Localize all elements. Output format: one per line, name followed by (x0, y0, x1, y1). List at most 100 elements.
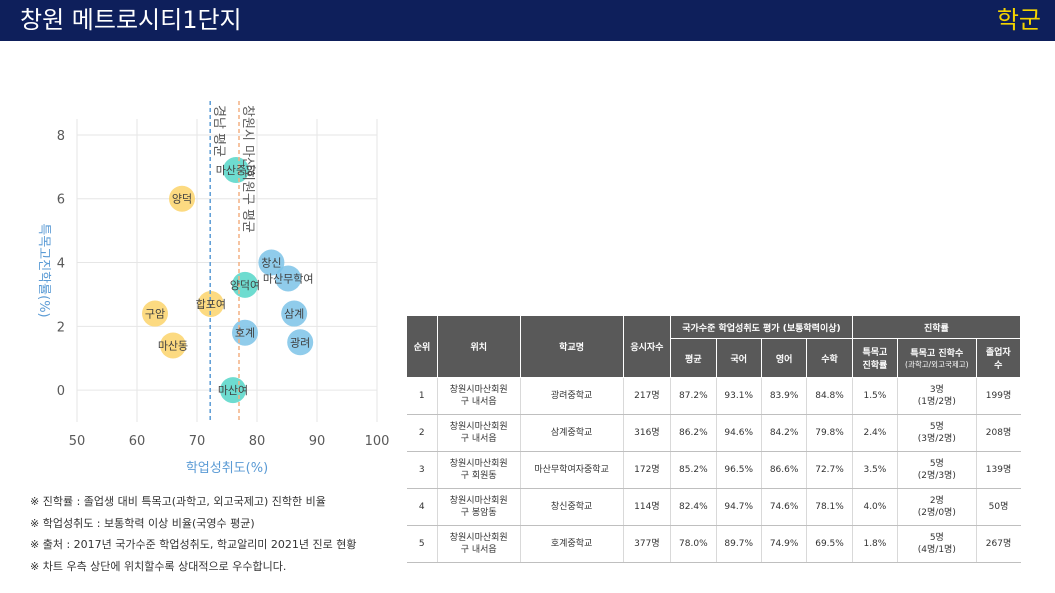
cell-math: 72.7% (806, 451, 853, 489)
cell-location: 창원시마산회원 구 내서읍 (436, 377, 520, 415)
scatter-chart: 50 60 70 80 90 100 0 2 4 6 8 학업성취도(%) 특목고진학률(%) 경남 평균… (36, 101, 390, 476)
cell-school: 마산무학여자중학교 (519, 451, 624, 489)
y-tick-label: 8 (57, 129, 65, 144)
x-tick-label: 60 (129, 434, 146, 449)
cell-avg: 85.2% (670, 451, 717, 489)
cell-graduates: 208명 (975, 414, 1021, 452)
cell-examinees: 316명 (622, 414, 671, 452)
header-advance-group: 진학률 (851, 315, 1022, 339)
header-math: 수학 (806, 338, 853, 378)
cell-special-count: 5명 (4명/1명) (897, 525, 977, 563)
reference-line-label: 경남 평균 (211, 105, 226, 157)
cell-rank: 5 (406, 525, 438, 563)
header-korean: 국어 (715, 338, 762, 378)
cell-examinees: 172명 (622, 451, 671, 489)
cell-location: 창원시마산회원 구 봉암동 (436, 488, 520, 526)
cell-graduates: 50명 (975, 488, 1021, 526)
cell-korean: 93.1% (715, 377, 762, 415)
cell-korean: 96.5% (715, 451, 762, 489)
x-tick-label: 100 (365, 434, 390, 449)
cell-examinees: 377명 (622, 525, 671, 563)
header-rank: 순위 (406, 315, 438, 378)
cell-avg: 82.4% (670, 488, 717, 526)
data-point (287, 329, 314, 356)
data-label: 양덕 (172, 193, 192, 206)
y-tick-label: 2 (57, 320, 65, 335)
data-label: 창신 (261, 257, 281, 270)
data-point (258, 249, 285, 276)
data-point (160, 332, 186, 359)
header-special-count: 특목고 진학수 (과학고/외고국제고) (897, 338, 977, 378)
cell-special-rate: 1.8% (851, 525, 898, 563)
cell-special-count: 2명 (2명/0명) (897, 488, 977, 526)
cell-math: 78.1% (806, 488, 853, 526)
cell-examinees: 114명 (622, 488, 671, 526)
header-achievement-group: 국가수준 학업성취도 평가 (보통학력이상) (670, 315, 853, 339)
cell-rank: 3 (406, 451, 438, 489)
data-label: 호계 (235, 327, 255, 340)
footnote: ※ 출처 : 2017년 국가수준 학업성취도, 학교알리미 2021년 진로 … (30, 538, 357, 551)
cell-special-rate: 3.5% (851, 451, 898, 489)
cell-korean: 94.6% (715, 414, 762, 452)
header-special-rate: 특목고 진학률 (851, 338, 899, 378)
cell-korean: 94.7% (715, 488, 762, 526)
cell-graduates: 139명 (975, 451, 1021, 489)
section-tag: 학군 (996, 6, 1041, 34)
cell-math: 84.8% (806, 377, 853, 415)
y-axis-label: 특목고진학률(%) (36, 223, 51, 317)
cell-school: 광려중학교 (519, 377, 624, 415)
cell-location: 창원시마산회원 구 내서읍 (436, 414, 520, 452)
cell-special-count: 5명 (3명/2명) (897, 414, 977, 452)
data-label: 합포여 (196, 298, 226, 311)
data-point (275, 265, 302, 292)
cell-math: 69.5% (806, 525, 853, 563)
footnote: ※ 차트 우측 상단에 위치할수록 상대적으로 우수합니다. (30, 559, 287, 573)
cell-korean: 89.7% (715, 525, 762, 563)
cell-english: 74.9% (760, 525, 807, 563)
table-row: 4 창원시마산회원 구 봉암동 창신중학교 114명 82.4% 94.7% 74.6% 78… (406, 488, 1021, 526)
cell-rank: 4 (406, 488, 438, 526)
header-special-count-label: 특목고 진학수 (910, 349, 964, 359)
x-tick-label: 50 (69, 434, 86, 449)
table-row: 1 창원시마산회원 구 내서읍 광려중학교 217명 87.2% 93.1% 83.9% 84… (406, 377, 1021, 415)
y-tick-label: 0 (57, 384, 65, 399)
header-examinees: 응시자수 (622, 315, 672, 378)
data-label: 광려 (290, 336, 310, 349)
cell-math: 79.8% (806, 414, 853, 452)
cell-location: 창원시마산회원 구 회원동 (436, 451, 520, 489)
data-point (223, 157, 249, 184)
header-english: 영어 (760, 338, 808, 378)
cell-rank: 2 (406, 414, 438, 452)
data-label: 양덕여 (230, 279, 260, 292)
cell-location: 창원시마산회원 구 내서읍 (436, 525, 520, 563)
footnotes: ※ 진학률 : 졸업생 대비 특목고(과학고, 외고국제고) 진학한 비율 ※ … (30, 491, 357, 577)
cell-graduates: 199명 (975, 377, 1021, 415)
data-label: 마산동 (158, 339, 188, 352)
header-school: 학교명 (519, 315, 624, 378)
page-title: 창원 메트로시티1단지 (20, 6, 242, 34)
cell-school: 창신중학교 (519, 488, 624, 526)
footnote: ※ 진학률 : 졸업생 대비 특목고(과학고, 외고국제고) 진학한 비율 (30, 495, 326, 508)
y-tick-label: 4 (57, 257, 65, 272)
cell-avg: 87.2% (670, 377, 717, 415)
x-tick-label: 80 (249, 434, 266, 449)
data-point (142, 300, 168, 327)
data-label: 마산여 (218, 384, 248, 397)
cell-special-count: 3명 (1명/2명) (897, 377, 977, 415)
cell-english: 84.2% (760, 414, 807, 452)
header-bar: 창원 메트로시티1단지 학군 (0, 0, 1055, 41)
cell-special-rate: 2.4% (851, 414, 898, 452)
header-graduates: 졸업자 수 (975, 338, 1022, 378)
cell-english: 74.6% (760, 488, 807, 526)
table-row: 3 창원시마산회원 구 회원동 마산무학여자중학교 172명 85.2% 96.5% 86.… (406, 451, 1021, 489)
table-row: 5 창원시마산회원 구 내서읍 호계중학교 377명 78.0% 89.7% 74.9% 69… (406, 525, 1021, 563)
reference-line-label: 창원시 마산회원구 평균 (240, 105, 255, 233)
data-label: 마산중앙 (216, 164, 256, 177)
cell-special-count: 5명 (2명/3명) (897, 451, 977, 489)
school-table: 순위 위치 학교명 응시자수 국가수준 학업성취도 평가 (보통학력이상) 진학… (406, 315, 1022, 563)
x-tick-label: 90 (309, 434, 326, 449)
data-label: 구암 (145, 308, 165, 321)
footnote: ※ 학업성취도 : 보통학력 이상 비율(국영수 평균) (30, 516, 255, 530)
x-axis-label: 학업성취도(%) (186, 461, 268, 476)
cell-avg: 78.0% (670, 525, 717, 563)
